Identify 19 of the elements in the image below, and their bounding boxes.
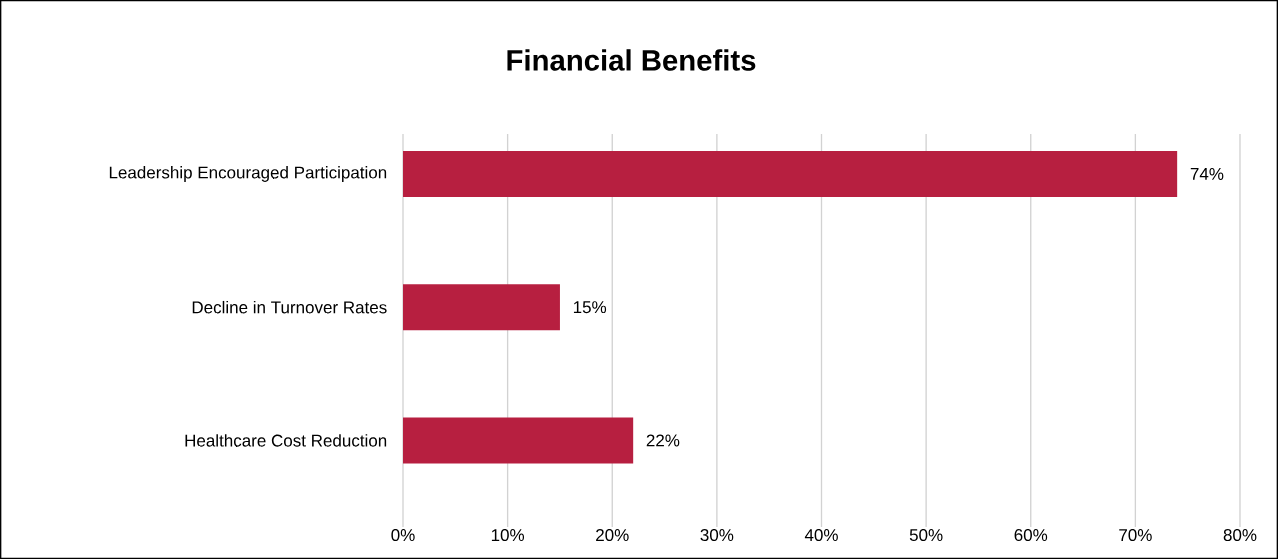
- y-tick-label: Healthcare Cost Reduction: [185, 434, 387, 447]
- bar: [403, 284, 560, 331]
- data-label: 22%: [646, 434, 680, 447]
- x-tick-label: 0%: [391, 529, 415, 542]
- x-tick-label: 70%: [1119, 529, 1152, 542]
- x-tick-label: 50%: [909, 529, 943, 542]
- x-tick-label: 10%: [491, 529, 525, 542]
- chart-title: Financial Benefits: [507, 49, 756, 71]
- data-label: 15%: [573, 301, 607, 314]
- x-tick-label: 80%: [1223, 529, 1257, 542]
- y-tick-label: Decline in Turnover Rates: [192, 300, 387, 314]
- x-tick-label: 20%: [596, 529, 629, 542]
- bar: [403, 417, 634, 464]
- x-tick-label: 60%: [1014, 529, 1048, 542]
- y-tick-label: Leadership Encouraged Participation: [109, 166, 387, 182]
- x-tick-label: 40%: [804, 529, 838, 542]
- x-tick-label: 30%: [700, 529, 734, 542]
- bar: [403, 150, 1178, 197]
- data-label: 74%: [1190, 168, 1224, 180]
